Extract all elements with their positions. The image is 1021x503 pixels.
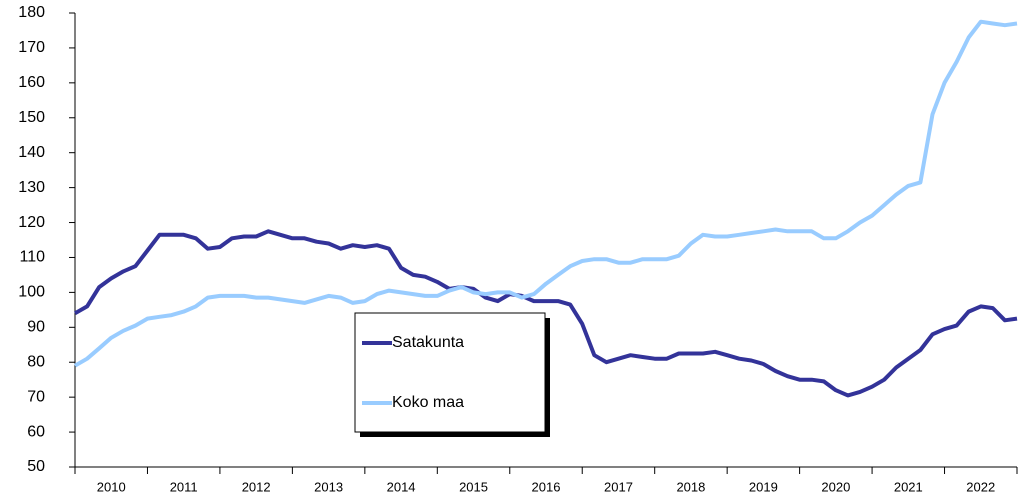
x-tick-label: 2012 [242, 479, 271, 494]
y-tick-label: 70 [27, 388, 45, 405]
plot-area: 50 60 70 80 90 100 110 120 130 140 150 160 170 180 201… [18, 4, 1018, 494]
x-tick-label: 2020 [821, 479, 850, 494]
x-tick-label: 2019 [749, 479, 778, 494]
y-tick-label: 140 [18, 144, 45, 161]
series-line [74, 229, 1018, 398]
x-tick-label: 2011 [170, 479, 198, 494]
x-tick-label: 2016 [532, 479, 561, 494]
x-tick-label: 2013 [314, 479, 343, 494]
x-tick-label: 2015 [459, 479, 488, 494]
y-tick-label: 50 [27, 458, 45, 475]
legend-label: Koko maa [392, 394, 464, 411]
y-tick-label: 100 [18, 284, 45, 301]
y-tick-label: 90 [27, 319, 45, 336]
legend: Satakunta Koko maa [354, 312, 550, 437]
y-tick-label: 130 [18, 179, 45, 196]
legend-label: Satakunta [392, 334, 464, 351]
y-tick-label: 170 [18, 39, 45, 56]
x-tick-label: 2021 [894, 479, 923, 494]
y-tick-label: 150 [18, 109, 45, 126]
x-tick-label: 2010 [97, 479, 126, 494]
y-tick-label: 60 [27, 423, 45, 440]
y-tick-label: 110 [19, 249, 45, 266]
y-tick-label: 120 [18, 214, 45, 231]
y-tick-label: 160 [18, 74, 45, 91]
y-tick-label: 80 [27, 353, 45, 370]
series-line [73, 19, 1018, 368]
legend-box [354, 312, 546, 433]
x-tick-label: 2017 [604, 479, 633, 494]
x-tick-label: 2014 [387, 479, 416, 494]
y-tick-label: 180 [18, 4, 45, 21]
x-tick-label: 2018 [676, 479, 705, 494]
x-tick-label: 2022 [966, 479, 995, 494]
